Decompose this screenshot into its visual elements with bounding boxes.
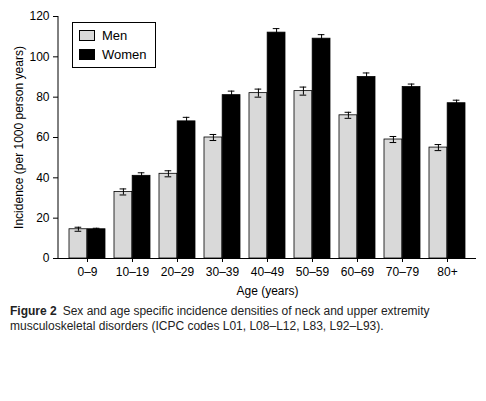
html-text:Figure 2: Figure 2: [10, 304, 57, 318]
svg-text:100: 100: [29, 50, 49, 64]
svg-text:80+: 80+: [437, 265, 457, 279]
svg-text:40–49: 40–49: [251, 265, 285, 279]
svg-text:60: 60: [36, 130, 50, 144]
svg-text:Age (years): Age (years): [236, 284, 298, 298]
html-text:Women: Women: [102, 47, 147, 62]
svg-text:20: 20: [36, 211, 50, 225]
svg-text:40: 40: [36, 171, 50, 185]
svg-text:120: 120: [29, 9, 49, 23]
html-text:Men: Men: [102, 28, 128, 43]
svg-text:30–39: 30–39: [206, 265, 240, 279]
html-text:Sex and age specific incidence: Sex and age specific incidence densities…: [10, 304, 430, 333]
svg-text:50–59: 50–59: [296, 265, 330, 279]
svg-text:80: 80: [36, 90, 50, 104]
svg-text:70–79: 70–79: [386, 265, 420, 279]
svg-text:10–19: 10–19: [116, 265, 150, 279]
svg-text:Incidence (per 1000 person yea: Incidence (per 1000 person years): [12, 46, 26, 229]
svg-text:60–69: 60–69: [341, 265, 375, 279]
svg-text:0: 0: [43, 251, 50, 265]
svg-text:0–9: 0–9: [77, 265, 97, 279]
svg-text:20–29: 20–29: [161, 265, 195, 279]
